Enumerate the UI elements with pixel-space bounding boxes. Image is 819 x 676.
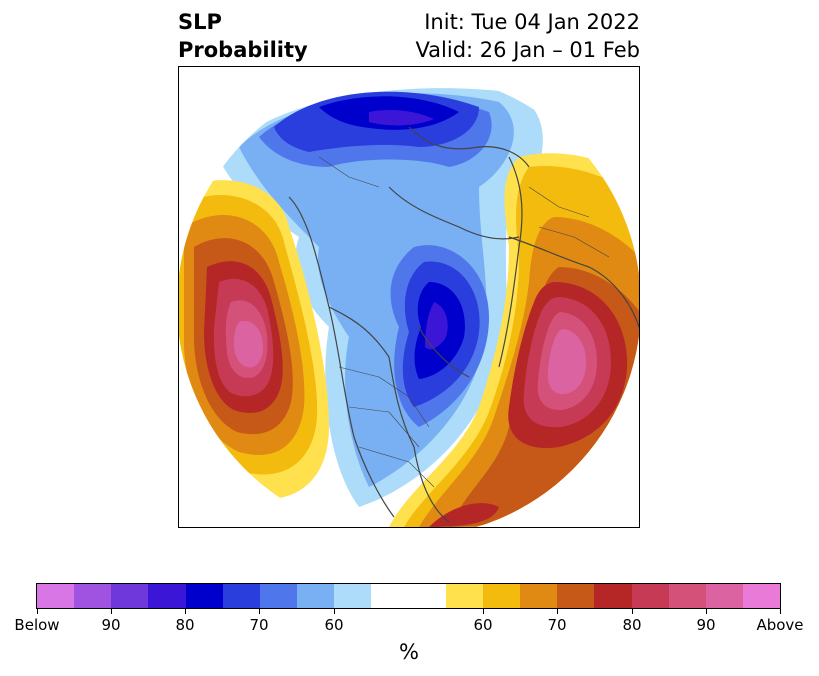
colorbar-tick <box>259 608 260 614</box>
above-max-atlantic <box>547 329 587 394</box>
colorbar-segment <box>668 584 706 608</box>
colorbar-tick-label: Below <box>14 616 60 634</box>
colorbar-tick-label: 80 <box>175 616 195 634</box>
colorbar-segment <box>594 584 632 608</box>
colorbar-tick <box>37 608 38 614</box>
colorbar-tick-label: 70 <box>547 616 567 634</box>
colorbar-segment <box>259 584 298 608</box>
title-product: Probability <box>178 38 308 62</box>
colorbar-tick <box>111 608 112 614</box>
colorbar-segment <box>37 584 75 608</box>
colorbar-segment <box>222 584 260 608</box>
colorbar-unit-label: % <box>399 640 419 664</box>
probability-field <box>179 73 639 527</box>
below-80-region <box>319 96 465 380</box>
colorbar-segment <box>631 584 669 608</box>
colorbar-segment <box>297 584 335 608</box>
title-variable: SLP <box>178 10 222 34</box>
colorbar <box>36 583 781 609</box>
below-90-region <box>369 109 448 350</box>
colorbar-tick-label: 90 <box>101 616 121 634</box>
init-date: Init: Tue 04 Jan 2022 <box>424 10 640 34</box>
colorbar-segment <box>185 584 223 608</box>
colorbar-segment <box>742 584 781 608</box>
colorbar-tick <box>780 608 781 614</box>
colorbar-segment <box>705 584 743 608</box>
colorbar-segment <box>371 584 409 608</box>
colorbar-tick-label: 70 <box>249 616 269 634</box>
colorbar-segment <box>482 584 521 608</box>
colorbar-tick-label: 60 <box>473 616 493 634</box>
colorbar-tick <box>706 608 707 614</box>
colorbar-segment <box>408 584 446 608</box>
colorbar-tick-label: 90 <box>696 616 716 634</box>
colorbar-segment <box>334 584 372 608</box>
above-max-pacific <box>233 321 263 368</box>
colorbar-segment <box>520 584 558 608</box>
colorbar-segment <box>557 584 595 608</box>
valid-range: Valid: 26 Jan – 01 Feb <box>415 38 640 62</box>
title-left: SLP Probability <box>178 8 308 64</box>
title-right: Init: Tue 04 Jan 2022 Valid: 26 Jan – 01… <box>415 8 640 64</box>
coastlines <box>288 126 639 523</box>
colorbar-tick <box>483 608 484 614</box>
colorbar-segment <box>111 584 149 608</box>
colorbar-tick-label: Above <box>756 616 804 634</box>
colorbar-tick <box>557 608 558 614</box>
colorbar-segment <box>74 584 112 608</box>
colorbar-tick-label: 80 <box>622 616 642 634</box>
colorbar-tick <box>185 608 186 614</box>
colorbar-segment <box>445 584 483 608</box>
colorbar-segment <box>148 584 186 608</box>
colorbar-tick <box>334 608 335 614</box>
polar-map <box>179 73 639 527</box>
political-borders <box>318 156 610 488</box>
colorbar-tick <box>632 608 633 614</box>
map-panel <box>178 66 640 528</box>
colorbar-tick-label: 60 <box>324 616 344 634</box>
